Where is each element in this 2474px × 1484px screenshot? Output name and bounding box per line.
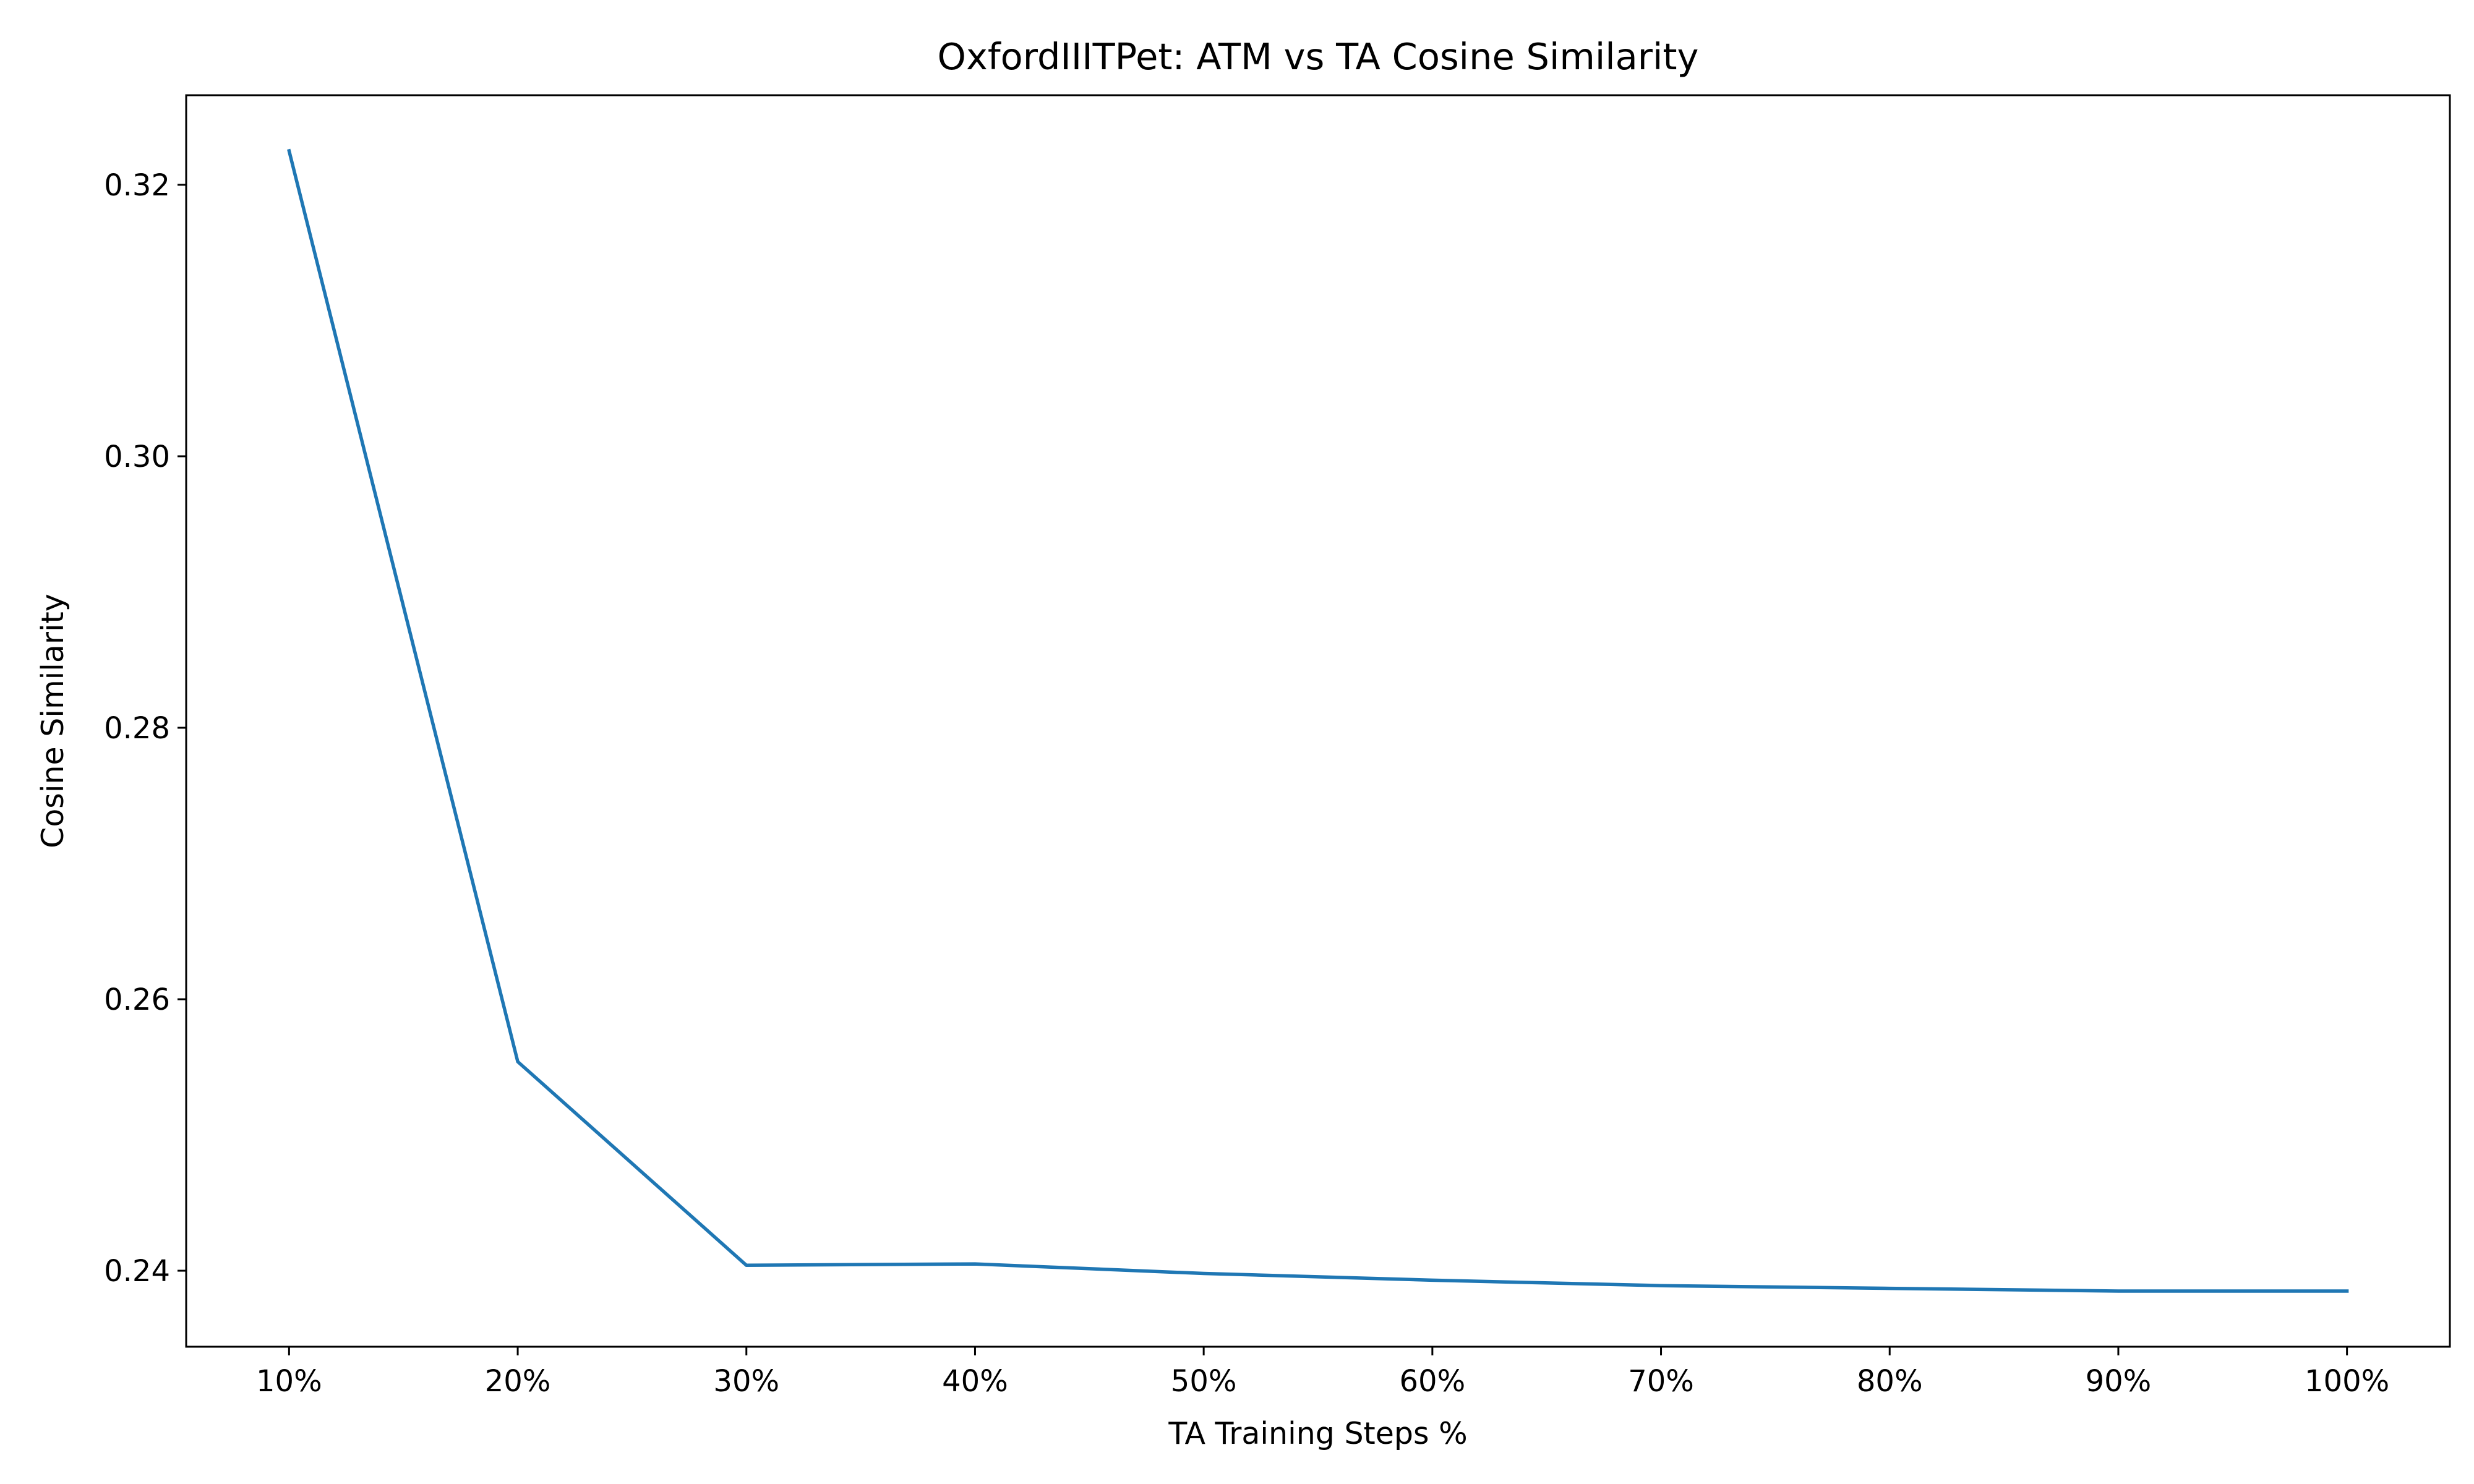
y-tick-label: 0.24 <box>104 1254 170 1289</box>
y-tick-label: 0.30 <box>104 440 170 474</box>
x-tick-label: 20% <box>485 1364 551 1399</box>
y-tick-label: 0.26 <box>104 983 170 1017</box>
x-tick-label: 70% <box>1628 1364 1694 1399</box>
series-layer <box>287 148 2349 1293</box>
x-tick-label: 100% <box>2305 1364 2389 1399</box>
x-tick-label: 30% <box>713 1364 779 1399</box>
y-tick-label: 0.32 <box>104 168 170 203</box>
x-axis-ticks: 10% 20% 30% 40% 50% 60% 70% 80% 90% 100% <box>256 1347 2389 1399</box>
series-line-0 <box>287 148 2349 1293</box>
y-axis-ticks: 0.24 0.26 0.28 0.30 0.32 <box>104 168 186 1289</box>
x-tick-label: 50% <box>1171 1364 1237 1399</box>
y-tick-label: 0.28 <box>104 711 170 746</box>
x-axis-label: TA Training Steps % <box>1168 1416 1467 1451</box>
x-tick-label: 10% <box>256 1364 322 1399</box>
y-axis-label: Cosine Similarity <box>35 594 71 848</box>
plot-area-frame <box>185 94 2451 1348</box>
x-tick-label: 80% <box>1857 1364 1923 1399</box>
x-tick-label: 40% <box>942 1364 1008 1399</box>
x-tick-label: 60% <box>1400 1364 1466 1399</box>
x-tick-label: 90% <box>2086 1364 2152 1399</box>
chart-title: OxfordIIITPet: ATM vs TA Cosine Similari… <box>938 35 1699 78</box>
